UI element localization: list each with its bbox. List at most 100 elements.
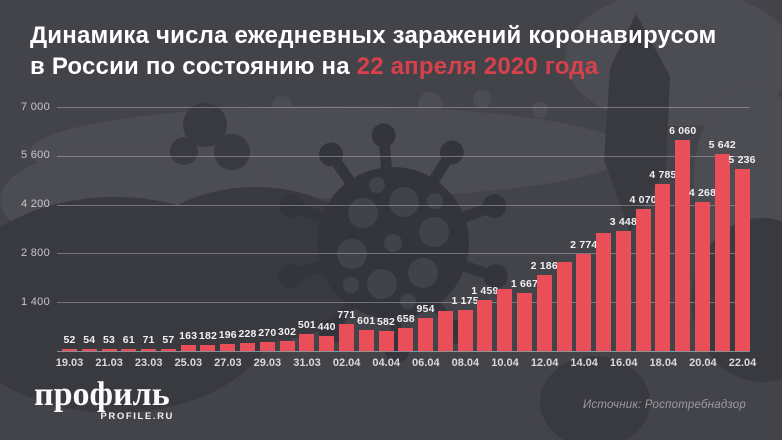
bar: 53 [101,334,117,351]
bar: 771 [337,309,355,351]
x-tick-label: 21.03 [95,357,123,369]
bar: 302 [278,326,296,351]
bar: 4 268 [689,187,716,351]
bar: 501 [298,319,316,351]
x-tick-label: 02.04 [332,357,361,369]
bar: 57 [160,334,176,351]
bar [437,310,453,351]
bar: 228 [238,328,256,351]
bar-value-label: 2 774 [570,239,598,252]
gridline [57,107,750,108]
bar-value-label: 71 [142,333,155,346]
bar-value-label: 163 [179,330,198,343]
title-date-highlight: 22 апреля 2020 года [356,53,599,80]
title-line-1: Динамика числа ежедневных заражений коро… [30,22,717,49]
bar: 52 [62,334,77,351]
x-tick-label: 19.03 [55,357,84,369]
bar-value-label: 270 [258,326,277,339]
x-tick-label: 20.04 [689,357,717,369]
bar: 1 667 [511,278,538,351]
page-title: Динамика числа ежедневных заражений коро… [30,20,770,82]
bar-value-label: 582 [376,315,396,328]
x-tick-label: 18.04 [649,357,678,369]
bar-value-label: 1 175 [451,295,479,307]
bar: 601 [357,315,375,351]
bar: 163 [179,330,197,351]
x-tick-label: 14.04 [570,357,598,369]
x-tick-label: 27.03 [214,357,242,369]
bar-value-label: 601 [357,315,376,328]
bar [556,261,572,351]
bar-value-label: 5 642 [708,139,736,152]
bar-value-label: 2 186 [530,259,558,272]
bar-value-label: 3 448 [609,215,638,228]
x-axis-line [57,351,750,352]
bar-value-label: 440 [317,320,336,333]
bar: 5 642 [709,139,736,351]
bar: 196 [219,329,237,351]
bar: 2 774 [570,239,597,351]
bar-value-label: 4 070 [629,194,657,207]
source-attribution: Источник: Роспотребнадзор [583,399,746,411]
y-tick-label: 7 000 [20,100,50,113]
title-line-2-white: в России по состоянию на [30,53,350,80]
logo-subtitle: PROFILE.RU [100,411,174,422]
gridline [57,253,750,255]
bar-value-label: 771 [337,309,356,322]
bar-value-label: 6 060 [669,124,697,137]
bar: 3 448 [610,216,637,351]
logo-wordmark: профиль [34,376,170,413]
source-value: Роспотребнадзор [644,399,746,411]
bar-value-label: 52 [63,334,76,346]
bar: 1 175 [451,295,479,351]
bar-value-label: 182 [198,329,218,342]
x-tick-label: 23.03 [134,357,163,369]
bar-value-label: 658 [396,313,415,326]
bar-value-label: 302 [278,325,297,338]
bar: 4 785 [649,169,676,351]
y-tick-label: 1 400 [20,295,50,308]
bar-value-label: 61 [122,333,135,346]
bar: 658 [397,313,415,351]
bar: 71 [141,334,157,351]
x-tick-label: 06.04 [412,357,440,369]
bar: 5 236 [728,154,756,351]
bar-value-label: 54 [83,334,96,346]
bar-value-label: 954 [416,302,435,315]
x-tick-label: 16.04 [609,357,638,369]
gridline [57,302,750,304]
bar-value-label: 5 236 [728,153,756,166]
bar-value-label: 501 [297,318,316,331]
bar-value-label: 53 [103,334,116,346]
bar-value-label: 4 268 [688,187,717,200]
x-tick-label: 31.03 [293,357,321,369]
bar-value-label: 228 [238,328,257,341]
bar-value-label: 4 785 [649,169,677,182]
profile-logo: профиль PROFILE.RU [34,376,174,423]
bar: 954 [417,303,434,351]
bar: 4 070 [630,194,657,351]
bar: 61 [121,334,137,351]
bar: 582 [377,316,395,351]
title-line-2: в России по состоянию на 22 апреля 2020 … [30,51,770,82]
gridline [57,204,750,206]
bar-series: 52 54 53 61 71 57 163 182 196 228 270 302 501 440 771 6… [62,107,756,351]
source-label: Источник: [582,399,642,411]
x-tick-label: 08.04 [451,357,480,369]
bar [497,288,513,351]
x-tick-label: 25.03 [174,357,203,369]
y-tick-label: 4 200 [20,198,50,211]
gridline [57,155,750,157]
x-tick-label: 29.03 [253,357,282,369]
bar-value-label: 196 [218,329,237,342]
bar-value-label: 1 667 [510,277,539,290]
x-tick-label: 12.04 [530,357,559,369]
bar: 440 [318,321,336,351]
bar: 182 [199,330,217,351]
bar: 2 186 [531,260,558,351]
bar: 1 459 [471,285,498,351]
bar [596,232,612,351]
x-tick-label: 10.04 [491,357,519,369]
bar-value-label: 57 [162,334,175,346]
